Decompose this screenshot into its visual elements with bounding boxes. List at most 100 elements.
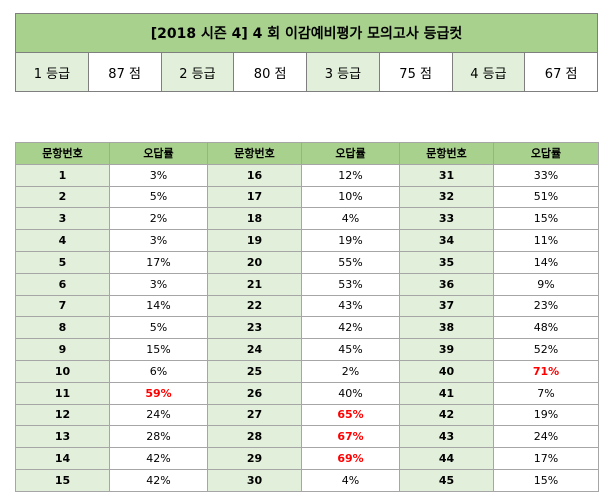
wrong-rate: 67% (301, 425, 400, 449)
table-row: 14 42% 29 69% 44 17% (15, 447, 599, 470)
page-title: [2018 시즌 4] 4 회 이감예비평가 모의고사 등급컷 (15, 13, 598, 53)
wrong-rate: 12% (301, 163, 400, 187)
question-number: 6 (15, 272, 110, 296)
table-row: 11 59% 26 40% 41 7% (15, 381, 599, 405)
wrong-rate: 17% (109, 250, 208, 274)
grade-cut-row: 1 등급 87 점 2 등급 80 점 3 등급 75 점 4 등급 67 점 (15, 52, 598, 92)
wrong-rate: 42% (109, 447, 208, 470)
question-number: 28 (207, 425, 302, 449)
question-number: 30 (207, 468, 302, 492)
question-number: 42 (399, 403, 494, 427)
wrong-rate: 40% (301, 381, 400, 405)
wrong-rate: 14% (109, 294, 208, 318)
question-number: 27 (207, 403, 302, 427)
wrong-rate: 2% (109, 207, 208, 231)
question-number: 14 (15, 447, 110, 470)
question-number: 29 (207, 447, 302, 470)
question-number: 35 (399, 250, 494, 274)
question-number: 13 (15, 425, 110, 449)
question-number: 32 (399, 185, 494, 209)
question-number: 2 (15, 185, 110, 209)
question-number: 1 (15, 163, 110, 187)
question-number: 40 (399, 359, 494, 383)
table-row: 5 17% 20 55% 35 14% (15, 250, 599, 274)
wrong-rate: 2% (301, 359, 400, 383)
question-number: 34 (399, 229, 494, 252)
wrong-rate: 43% (301, 294, 400, 318)
table-row: 13 28% 28 67% 43 24% (15, 425, 599, 449)
wrong-rate: 33% (493, 163, 599, 187)
question-number: 36 (399, 272, 494, 296)
question-number: 45 (399, 468, 494, 492)
question-number: 16 (207, 163, 302, 187)
question-number: 18 (207, 207, 302, 231)
question-number: 31 (399, 163, 494, 187)
wrong-rate: 24% (109, 403, 208, 427)
wrong-rate: 5% (109, 185, 208, 209)
wrong-rate: 19% (493, 403, 599, 427)
header-wrong-rate: 오답률 (109, 142, 208, 165)
grade-label: 3 등급 (306, 52, 380, 92)
wrong-rate: 45% (301, 338, 400, 361)
table-row: 4 3% 19 19% 34 11% (15, 229, 599, 252)
grade-cut-score: 75 점 (378, 52, 453, 92)
header-wrong-rate: 오답률 (301, 142, 400, 165)
table-row: 6 3% 21 53% 36 9% (15, 272, 599, 296)
wrong-rate: 5% (109, 316, 208, 340)
wrong-rate: 7% (493, 381, 599, 405)
wrong-rate: 15% (493, 468, 599, 492)
table-row: 10 6% 25 2% 40 71% (15, 359, 599, 383)
table-header-row: 문항번호 오답률 문항번호 오답률 문항번호 오답률 (15, 142, 599, 165)
question-number: 25 (207, 359, 302, 383)
grade-label: 2 등급 (160, 52, 235, 92)
question-number: 39 (399, 338, 494, 361)
question-number: 5 (15, 250, 110, 274)
wrong-rate: 15% (493, 207, 599, 231)
question-number: 15 (15, 468, 110, 492)
grade-cut-score: 87 점 (87, 52, 162, 92)
table-row: 7 14% 22 43% 37 23% (15, 294, 599, 318)
wrong-answer-rate-table: 문항번호 오답률 문항번호 오답률 문항번호 오답률 1 3% 16 12% 31 33%… (15, 142, 599, 492)
header-question-number: 문항번호 (15, 142, 110, 165)
question-number: 7 (15, 294, 110, 318)
question-number: 9 (15, 338, 110, 361)
question-number: 8 (15, 316, 110, 340)
wrong-rate: 51% (493, 185, 599, 209)
wrong-rate: 4% (301, 207, 400, 231)
table-row: 8 5% 23 42% 38 48% (15, 316, 599, 340)
table-row: 2 5% 17 10% 32 51% (15, 185, 599, 209)
question-number: 3 (15, 207, 110, 231)
wrong-rate: 23% (493, 294, 599, 318)
wrong-rate: 69% (301, 447, 400, 470)
wrong-rate: 6% (109, 359, 208, 383)
header-wrong-rate: 오답률 (493, 142, 599, 165)
question-number: 21 (207, 272, 302, 296)
question-number: 19 (207, 229, 302, 252)
question-number: 11 (15, 381, 110, 405)
question-number: 10 (15, 359, 110, 383)
question-number: 12 (15, 403, 110, 427)
wrong-rate: 17% (493, 447, 599, 470)
question-number: 41 (399, 381, 494, 405)
table-row: 9 15% 24 45% 39 52% (15, 338, 599, 361)
header-question-number: 문항번호 (207, 142, 302, 165)
wrong-rate: 48% (493, 316, 599, 340)
question-number: 26 (207, 381, 302, 405)
question-number: 38 (399, 316, 494, 340)
wrong-rate: 3% (109, 272, 208, 296)
grade-cut-score: 67 점 (524, 52, 598, 92)
table-row: 15 42% 30 4% 45 15% (15, 468, 599, 492)
question-number: 17 (207, 185, 302, 209)
table-row: 3 2% 18 4% 33 15% (15, 207, 599, 231)
question-number: 20 (207, 250, 302, 274)
wrong-rate: 65% (301, 403, 400, 427)
wrong-rate: 3% (109, 229, 208, 252)
question-number: 44 (399, 447, 494, 470)
wrong-rate: 42% (109, 468, 208, 492)
wrong-rate: 52% (493, 338, 599, 361)
table-row: 1 3% 16 12% 31 33% (15, 163, 599, 187)
grade-cut-score: 80 점 (233, 52, 307, 92)
wrong-rate: 53% (301, 272, 400, 296)
question-number: 24 (207, 338, 302, 361)
wrong-rate: 28% (109, 425, 208, 449)
